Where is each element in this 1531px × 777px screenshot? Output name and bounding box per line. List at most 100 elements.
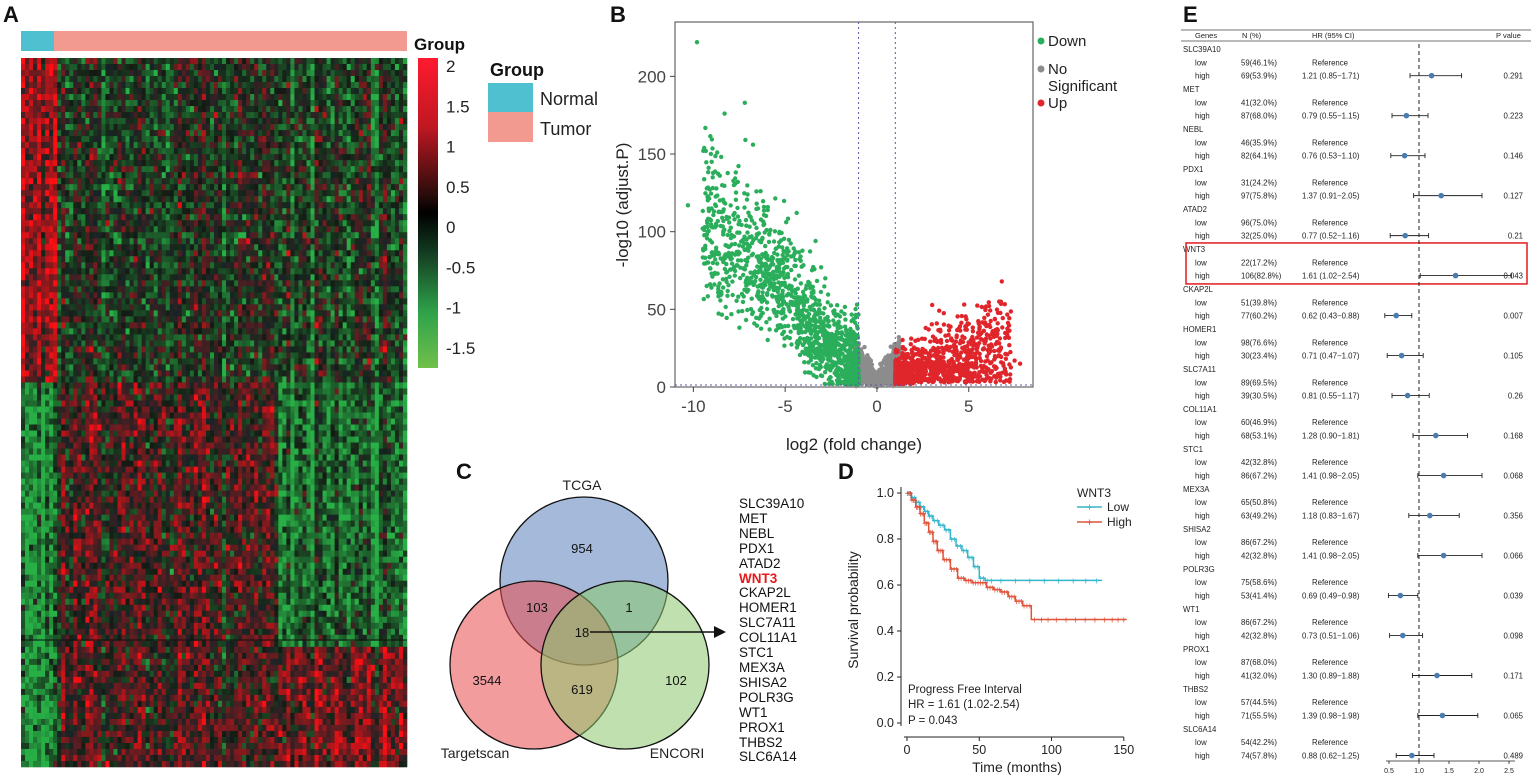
heatmap-cell	[246, 160, 251, 167]
heatmap-cell	[318, 118, 323, 125]
heatmap-cell	[278, 316, 283, 323]
heatmap-cell	[378, 226, 384, 233]
heatmap-cell	[177, 304, 183, 311]
heatmap-cell	[398, 280, 404, 287]
heatmap-cell	[129, 286, 134, 293]
heatmap-cell	[302, 328, 307, 335]
heatmap-cell	[117, 340, 122, 347]
heatmap-cell	[149, 172, 154, 179]
heatmap-cell	[234, 94, 239, 101]
heatmap-cell	[222, 208, 227, 215]
heatmap-cell	[362, 172, 368, 179]
heatmap-cell	[165, 220, 171, 227]
heatmap-cell	[218, 328, 223, 335]
heatmap-cell	[105, 184, 110, 191]
heatmap-cell	[73, 166, 78, 173]
heatmap-cell	[165, 106, 171, 113]
heatmap-cell	[201, 112, 207, 119]
heatmap-cell	[45, 250, 50, 257]
heatmap-cell	[153, 280, 159, 287]
heatmap-cell	[378, 136, 384, 143]
heatmap-cell	[77, 226, 82, 233]
heatmap-cell	[290, 214, 295, 221]
heatmap-cell	[314, 112, 319, 119]
heatmap-cell	[113, 154, 118, 161]
heatmap-cell	[205, 268, 211, 275]
heatmap-cell	[374, 148, 380, 155]
heatmap-cell	[97, 340, 102, 347]
heatmap-cell	[41, 244, 46, 251]
heatmap-cell	[149, 142, 154, 149]
heatmap-cell	[302, 358, 307, 365]
heatmap-cell	[93, 256, 98, 263]
heatmap-cell	[374, 82, 380, 89]
heatmap-cell	[177, 262, 183, 269]
heatmap-cell	[149, 58, 154, 65]
heatmap-cell	[290, 148, 295, 155]
heatmap-cell	[338, 142, 343, 149]
heatmap-cell	[238, 178, 243, 185]
heatmap-cell	[85, 100, 90, 107]
heatmap-cell	[117, 166, 122, 173]
heatmap-cell	[250, 136, 255, 143]
heatmap-cell	[41, 328, 46, 335]
heatmap-cell	[238, 226, 243, 233]
heatmap-cell	[290, 322, 295, 329]
heatmap-cell	[205, 238, 211, 245]
heatmap-cell	[314, 238, 319, 245]
heatmap-cell	[81, 310, 86, 317]
heatmap-cell	[97, 262, 102, 269]
heatmap-cell	[185, 70, 191, 77]
heatmap-cell	[49, 244, 54, 251]
heatmap-cell	[29, 154, 34, 161]
heatmap-cell	[197, 88, 203, 95]
heatmap-cell	[330, 106, 335, 113]
heatmap-cell	[326, 310, 331, 317]
heatmap-cell	[326, 130, 331, 137]
heatmap-cell	[282, 226, 287, 233]
heatmap-cell	[270, 256, 275, 263]
heatmap-cell	[129, 202, 134, 209]
heatmap-cell	[109, 262, 114, 269]
heatmap-cell	[234, 250, 239, 257]
heatmap-cell	[358, 256, 364, 263]
heatmap-cell	[246, 112, 251, 119]
heatmap-cell	[113, 178, 118, 185]
heatmap-cell	[254, 286, 259, 293]
heatmap-cell	[61, 208, 66, 215]
heatmap-cell	[93, 82, 98, 89]
heatmap-cell	[117, 88, 122, 95]
heatmap-cell	[226, 166, 231, 173]
heatmap-cell	[77, 274, 82, 281]
panel-label-c: C	[456, 459, 472, 484]
heatmap-cell	[382, 118, 388, 125]
heatmap-cell	[173, 304, 179, 311]
heatmap-cell	[290, 346, 295, 353]
heatmap-cell	[382, 340, 388, 347]
heatmap-cell	[25, 346, 30, 353]
heatmap-cell	[201, 106, 207, 113]
heatmap-cell	[185, 76, 191, 83]
heatmap-cell	[21, 304, 26, 311]
heatmap-cell	[266, 310, 271, 317]
heatmap-cell	[41, 112, 46, 119]
heatmap-cell	[318, 214, 323, 221]
heatmap-cell	[125, 340, 130, 347]
heatmap-cell	[278, 76, 283, 83]
heatmap-cell	[61, 238, 66, 245]
heatmap-cell	[177, 142, 183, 149]
heatmap-cell	[201, 346, 207, 353]
heatmap-cell	[209, 184, 215, 191]
heatmap-cell	[290, 178, 295, 185]
heatmap-cell	[322, 316, 327, 323]
heatmap-cell	[29, 178, 34, 185]
heatmap-cell	[209, 364, 215, 371]
heatmap-cell	[258, 166, 263, 173]
heatmap-cell	[69, 142, 74, 149]
heatmap-cell	[386, 142, 392, 149]
heatmap-cell	[266, 160, 271, 167]
heatmap-cell	[57, 334, 62, 341]
heatmap-cell	[45, 82, 50, 89]
heatmap-cell	[254, 160, 259, 167]
heatmap-cell	[45, 88, 50, 95]
